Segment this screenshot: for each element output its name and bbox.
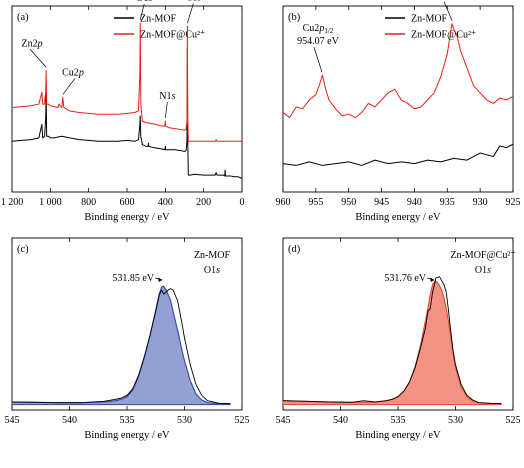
arrow-head — [430, 277, 435, 282]
plot-frame — [282, 5, 514, 193]
x-axis-title: Binding energy / eV — [84, 430, 170, 441]
x-tick-label: 955 — [308, 197, 323, 208]
x-tick-label: 525 — [235, 415, 250, 426]
x-tick-label: 400 — [158, 197, 173, 208]
x-axis-title: Binding energy / eV — [84, 212, 170, 223]
x-tick-label: 545 — [276, 415, 291, 426]
series-line-zn-mof — [11, 47, 243, 179]
x-tick-label: 540 — [333, 415, 348, 426]
x-tick-label: 530 — [177, 415, 192, 426]
annotation-arrow — [164, 101, 168, 119]
panel-label: (b) — [288, 12, 301, 23]
x-tick-label: 545 — [5, 415, 20, 426]
annotation-arrow — [29, 49, 47, 68]
x-tick-label: 535 — [391, 415, 406, 426]
x-tick-label: 935 — [440, 197, 455, 208]
x-axis-title: Binding energy / eV — [355, 212, 441, 223]
x-tick-label: 0 — [240, 197, 245, 208]
x-axis-title: Binding energy / eV — [355, 430, 441, 441]
plot-frame — [11, 237, 243, 411]
x-tick-label: 200 — [196, 197, 211, 208]
legend-label: Zn-MOF — [411, 14, 448, 25]
x-tick-label: 930 — [473, 197, 488, 208]
annotation-arrow — [443, 1, 453, 21]
panel-c: 545 540 535 530 525 Binding energy / eV (c) Zn-… — [5, 237, 250, 441]
series-line-zn-mof-cu — [282, 23, 514, 119]
x-tick-label: 940 — [407, 197, 422, 208]
arrow-head — [158, 277, 163, 282]
peak-fit-area — [283, 280, 502, 405]
x-tick-label: 525 — [506, 415, 521, 426]
series-line-zn-mof-cu — [11, 22, 242, 142]
legend-label: Zn-MOF — [140, 14, 177, 25]
legend-orbital: O1s — [204, 265, 220, 276]
fit-line — [282, 280, 502, 405]
peak-annotation: C1s — [186, 0, 202, 3]
panel-label: (c) — [17, 244, 29, 255]
x-tick-label: 535 — [120, 415, 135, 426]
x-tick-label: 945 — [374, 197, 389, 208]
panel-label: (d) — [288, 244, 301, 255]
peak-annotation-energy: 934.27 eV — [419, 0, 461, 2]
peak-annotation: Cu2p — [62, 67, 84, 78]
peak-annotation-energy: 954.07 eV — [297, 36, 339, 47]
x-tick-label: 530 — [448, 415, 463, 426]
legend-label: Zn-MOF@Cu²⁺ — [140, 30, 205, 41]
x-tick-label: 1 200 — [1, 197, 24, 208]
x-tick-label: 600 — [120, 197, 135, 208]
annotation-arrow — [187, 3, 194, 24]
x-tick-label: 540 — [62, 415, 77, 426]
legend-sample: Zn-MOF@Cu²⁺ — [450, 250, 515, 261]
fit-line — [11, 285, 231, 405]
panel-d: 545 540 535 530 525 Binding energy / eV (d) Zn-… — [276, 237, 521, 441]
peak-annotation: N1s — [159, 91, 175, 102]
panel-b: 960 955 950 945 940 935 930 925 Binding energy /… — [276, 0, 521, 223]
annotation-arrow — [62, 78, 76, 95]
peak-annotation-name: Cu2p1/2 — [303, 23, 334, 35]
annotation-arrow — [139, 3, 145, 20]
peak-fit-area — [12, 286, 231, 405]
legend-sample: Zn-MOF — [194, 250, 231, 261]
series-line-zn-mof — [282, 143, 514, 166]
peak-energy-label: 531.76 eV — [384, 273, 426, 284]
annotation-arrow — [313, 46, 323, 73]
x-tick-label: 1 000 — [39, 197, 62, 208]
peak-annotation: O1s — [136, 0, 152, 4]
raw-line — [11, 288, 231, 405]
raw-line — [282, 276, 502, 405]
x-tick-label: 925 — [506, 197, 521, 208]
x-tick-label: 800 — [81, 197, 96, 208]
x-tick-label: 950 — [341, 197, 356, 208]
legend-label: Zn-MOF@Cu²⁺ — [411, 30, 476, 41]
panel-a: 1 200 1 000 800 600 400 200 0 Binding energy / … — [1, 0, 245, 223]
legend-orbital: O1s — [475, 265, 491, 276]
panel-label: (a) — [17, 12, 29, 23]
x-tick-label: 960 — [276, 197, 291, 208]
peak-energy-label: 531.85 eV — [112, 273, 154, 284]
plot-frame — [282, 237, 514, 411]
peak-annotation: Zn2p — [22, 38, 43, 49]
